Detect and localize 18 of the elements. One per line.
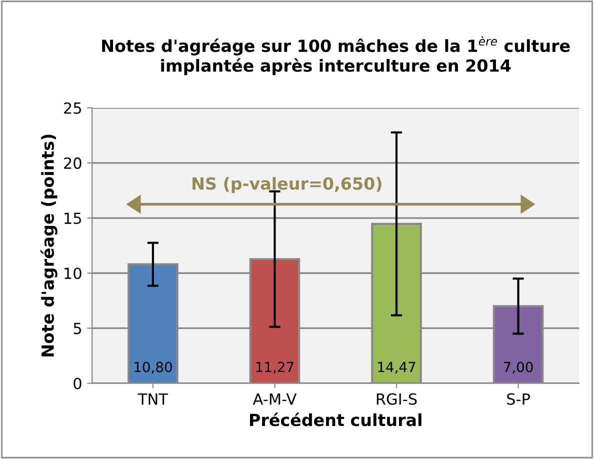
chart-title: Notes d'agréage sur 100 mâches de la 1$^{ère}$ culture implantée après interculture en 2014	[102, 36, 570, 76]
x-tick-label: RGI-S	[376, 393, 417, 405]
data-label: 14,47	[378, 362, 416, 374]
data-label: 10,80	[134, 362, 172, 374]
y-tick-label: 15	[64, 212, 82, 224]
y-tick-label: 25	[64, 102, 82, 114]
y-axis-title: Note d'agréage (points)	[40, 134, 58, 356]
data-label: 7,00	[504, 362, 533, 374]
x-tick-label: S-P	[507, 393, 530, 405]
x-tick-label: TNT	[138, 393, 168, 405]
x-tick-label: A-M-V	[252, 393, 297, 405]
y-tick-label: 10	[64, 268, 82, 280]
data-label: 11,27	[256, 362, 294, 374]
y-tick-label: 20	[64, 157, 82, 169]
y-tick-label: 0	[74, 378, 82, 390]
x-axis-title: Précédent cultural	[250, 412, 422, 426]
y-tick-label: 5	[74, 322, 82, 334]
annotation: NS (p-valeur=0,650)	[192, 176, 382, 194]
